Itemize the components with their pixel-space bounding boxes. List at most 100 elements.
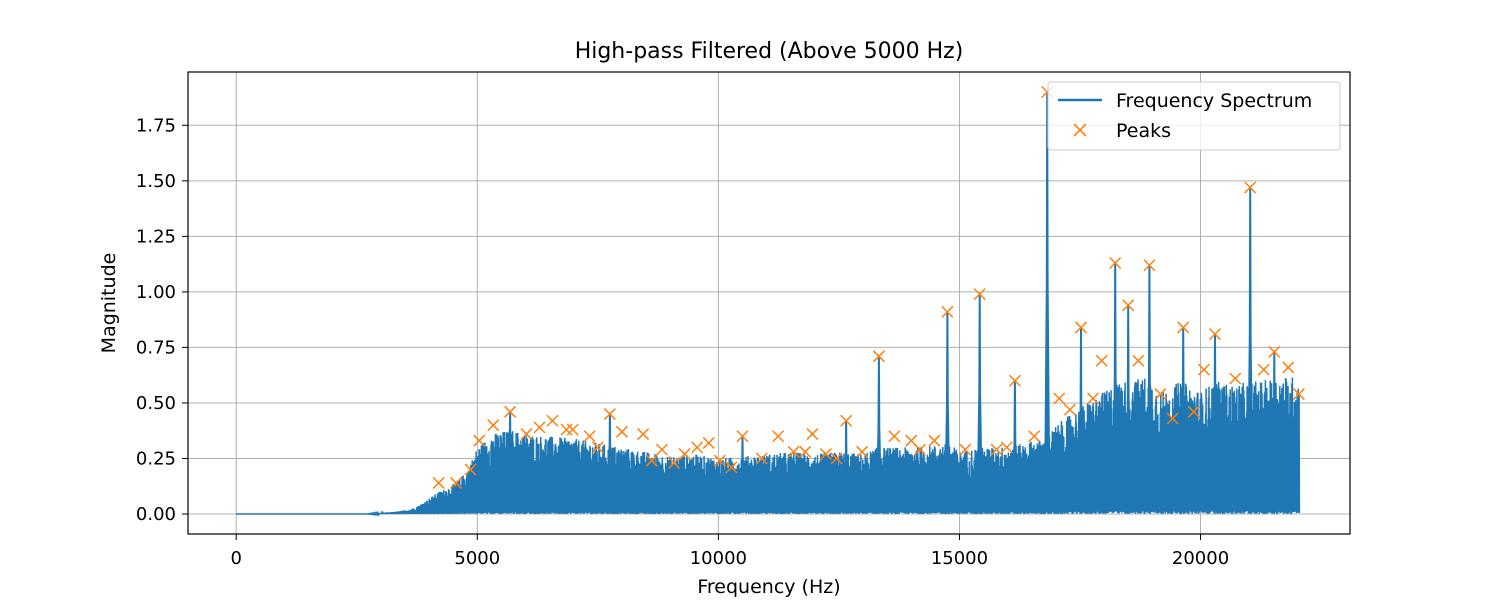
peak-marker-stroke (533, 421, 546, 434)
peak-marker (487, 419, 500, 432)
peak-marker-stroke (603, 408, 616, 421)
peak-marker-stroke (1000, 441, 1013, 454)
peak-marker-stroke (546, 414, 559, 427)
peak-marker-stroke (464, 463, 477, 476)
peak-marker-stroke (520, 428, 533, 441)
peak-marker-stroke (560, 423, 573, 436)
peak-marker-stroke (645, 454, 658, 467)
peak-marker (1292, 388, 1305, 401)
x-tick-label: 10000 (690, 548, 747, 569)
spectrum-spike (1146, 265, 1153, 511)
peak-marker (504, 405, 517, 418)
legend-label-peaks: Peaks (1116, 120, 1171, 142)
x-tick-label: 0 (230, 548, 241, 569)
peak-marker (755, 452, 768, 465)
peak-marker-stroke (1166, 412, 1179, 425)
y-tick-label: 1.50 (136, 171, 176, 192)
peak-marker-stroke (667, 456, 681, 469)
peak-marker (591, 441, 604, 454)
peak-marker (872, 350, 885, 363)
spectrum-line (236, 377, 1301, 517)
y-tick-label: 0.50 (136, 393, 176, 414)
peak-marker (667, 456, 681, 469)
peak-marker-stroke (1028, 430, 1041, 443)
spectrum-spike (1271, 351, 1278, 511)
spectrum-spike (842, 420, 850, 511)
legend: Frequency Spectrum Peaks (1047, 81, 1341, 151)
peak-marker (1154, 388, 1167, 401)
peak-marker-stroke (432, 476, 445, 489)
spectrum-spike (739, 436, 746, 511)
peak-marker (1166, 412, 1179, 425)
peak-marker (1109, 256, 1122, 270)
peak-marker-stroke (872, 350, 885, 363)
peak-marker (546, 414, 559, 427)
peak-marker-stroke (806, 428, 819, 441)
peak-marker (1257, 363, 1270, 376)
peak-marker-stroke (1257, 363, 1270, 376)
peak-marker (1086, 392, 1100, 405)
peak-marker (990, 443, 1003, 456)
legend-label-spectrum: Frequency Spectrum (1116, 90, 1312, 112)
peak-marker-stroke (504, 405, 517, 418)
peak-marker (678, 448, 691, 461)
peak-marker-stroke (913, 443, 926, 456)
y-axis: 0.00 0.25 0.50 0.75 1.00 1.25 1.50 1.75 (136, 115, 188, 525)
spectrum-spike (944, 311, 951, 511)
peak-marker (959, 443, 972, 456)
peak-marker-stroke (830, 452, 843, 465)
spectrum-spike (976, 294, 983, 511)
legend-box (1047, 81, 1341, 151)
peak-marker (713, 454, 726, 467)
peak-marker (1132, 354, 1145, 367)
peak-marker (913, 443, 926, 456)
peak-marker (566, 423, 579, 436)
peak-marker (603, 408, 616, 421)
peak-marker (691, 441, 704, 454)
peak-marker (856, 445, 869, 458)
peak-marker (615, 425, 628, 438)
peak-marker (1095, 354, 1108, 367)
x-tick-label: 15000 (931, 548, 988, 569)
peak-marker-stroke (1008, 374, 1021, 387)
peak-marker-stroke (637, 428, 650, 441)
peak-marker (1208, 328, 1222, 341)
peak-marker (450, 476, 463, 489)
peak-marker-stroke (1095, 354, 1108, 367)
peak-marker-stroke (487, 419, 500, 432)
peak-marker (702, 436, 715, 449)
peak-marker-stroke (702, 436, 715, 449)
peak-marker-stroke (1074, 321, 1087, 334)
peak-marker (473, 434, 486, 447)
peak-marker (1074, 321, 1087, 334)
spectrum-spike (506, 411, 514, 511)
peak-marker-stroke (819, 448, 832, 461)
peak-marker (533, 421, 546, 434)
peak-marker-stroke (1143, 259, 1156, 272)
peak-marker-stroke (1268, 345, 1281, 358)
peak-marker (645, 454, 658, 467)
y-tick-label: 1.25 (136, 226, 176, 247)
peak-marker (830, 452, 843, 465)
peak-marker (736, 430, 749, 443)
peak-marker-stroke (736, 430, 749, 443)
peak-marker-stroke (1292, 388, 1305, 401)
y-tick-label: 0.25 (136, 448, 176, 469)
peak-marker (1143, 259, 1156, 272)
peak-marker (928, 434, 941, 447)
spectrum-spike (1077, 327, 1085, 511)
peak-marker-stroke (725, 461, 738, 474)
peak-marker-stroke (1122, 299, 1135, 312)
peak-marker (806, 428, 819, 441)
peak-marker (655, 443, 668, 456)
spectrum-spike (1246, 187, 1254, 511)
peak-marker (1229, 372, 1242, 385)
x-tick-label: 5000 (454, 548, 500, 569)
peak-marker-stroke (1109, 256, 1122, 270)
spectrum-spike (1124, 305, 1132, 511)
spectrum-spike (1011, 380, 1019, 511)
chart-title: High-pass Filtered (Above 5000 Hz) (575, 39, 964, 64)
peak-marker (1177, 321, 1190, 334)
peak-marker-stroke (1063, 403, 1076, 416)
peak-marker (464, 463, 477, 476)
